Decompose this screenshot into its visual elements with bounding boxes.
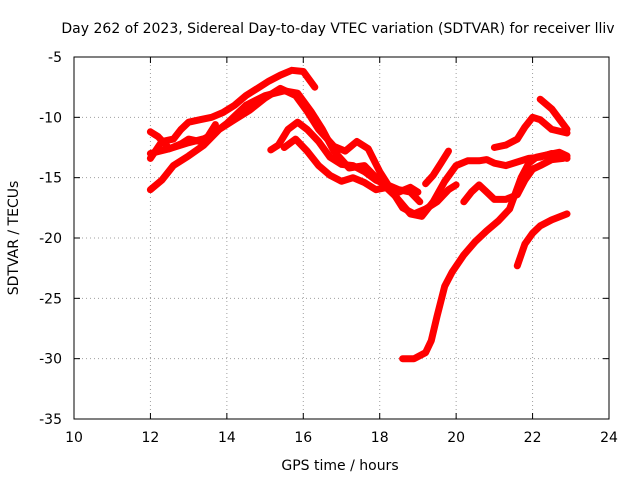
series-line-arc-7: [399, 148, 571, 363]
y-tick-label: -10: [39, 110, 62, 126]
series-line-arc-11: [536, 95, 571, 133]
x-tick-label: 12: [142, 430, 160, 446]
series-line-arc-5: [146, 66, 319, 162]
y-tick-label: -25: [39, 291, 62, 307]
y-tick-label: -35: [39, 412, 62, 428]
series-line-arc-9: [513, 210, 571, 270]
y-tick-label: -20: [39, 231, 62, 247]
series-line-arc-8: [460, 154, 567, 206]
chart-title: Day 262 of 2023, Sidereal Day-to-day VTE…: [61, 21, 614, 37]
data-series: [146, 66, 571, 363]
y-tick-label: -30: [39, 352, 62, 368]
y-axis-label: SDTVAR / TECUs: [6, 181, 22, 296]
series-line-arc-12: [422, 147, 452, 188]
x-axis-label: GPS time / hours: [281, 458, 398, 474]
x-tick-label: 14: [218, 430, 236, 446]
series-line-arc-6: [146, 121, 219, 153]
series-line-arc-2: [146, 84, 460, 218]
x-tick-label: 24: [600, 430, 618, 446]
x-tick-label: 18: [371, 430, 389, 446]
x-tick-label: 16: [294, 430, 312, 446]
x-tick-label: 20: [447, 430, 465, 446]
series-line-arc-4: [280, 135, 422, 196]
series-line-arc-10: [490, 113, 571, 151]
axis-ticks: [73, 56, 610, 420]
y-tick-label: -5: [48, 50, 62, 66]
x-tick-label: 22: [524, 430, 542, 446]
y-tick-label: -15: [39, 171, 62, 187]
x-tick-label: 10: [65, 430, 83, 446]
